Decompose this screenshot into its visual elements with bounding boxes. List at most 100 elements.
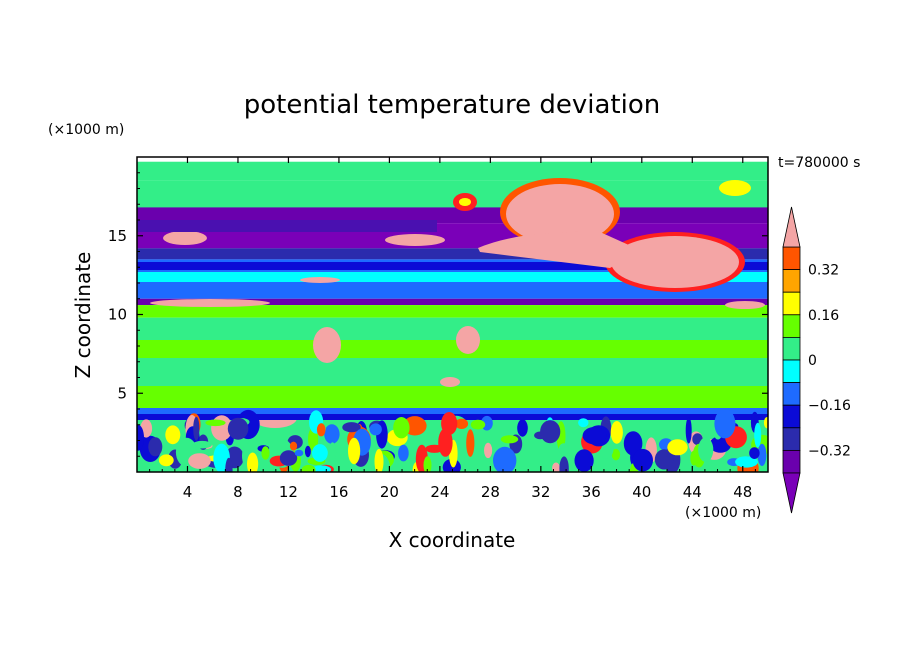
turbulence-cell xyxy=(289,441,298,451)
colorbar-tick-label: −0.16 xyxy=(808,398,851,414)
x-tick-label: 4 xyxy=(183,483,193,501)
turbulence-cell xyxy=(763,417,768,429)
contour-feature xyxy=(725,301,765,309)
contour-feature xyxy=(313,327,341,363)
colorbar-bin xyxy=(782,427,801,451)
turbulence-cell xyxy=(279,450,298,466)
turbulence-cell xyxy=(466,429,475,457)
contour-feature xyxy=(163,231,207,245)
turbulence-cell xyxy=(735,456,758,468)
contour-feature xyxy=(137,272,768,282)
x-tick-label: 28 xyxy=(481,483,500,501)
y-tick-label: 5 xyxy=(117,384,127,402)
turbulent-boundary-layer xyxy=(137,409,768,472)
turbulence-cell xyxy=(227,417,249,440)
turbulence-cell xyxy=(188,453,211,469)
x-tick-label: 24 xyxy=(430,483,449,501)
x-axis: 4 8 12 16 20 24 28 32 36 40 44 48 xyxy=(149,157,756,501)
colorbar-tick-label: 0.32 xyxy=(808,263,839,279)
turbulence-cell xyxy=(578,418,589,428)
x-tick-label: 32 xyxy=(531,483,550,501)
contour-feature xyxy=(300,277,340,283)
x-tick-label: 36 xyxy=(582,483,601,501)
contour-feature xyxy=(137,340,768,358)
contour-feature xyxy=(478,231,640,268)
contour-layer xyxy=(137,248,768,260)
turbulence-cell xyxy=(611,448,621,461)
turbulence-cell xyxy=(654,449,674,470)
y-axis-label: Z coordinate xyxy=(71,252,95,379)
turbulence-cell xyxy=(493,446,517,472)
contour-layer xyxy=(137,161,768,181)
turbulence-cell xyxy=(316,423,326,437)
turbulence-cell xyxy=(398,444,409,462)
turbulence-cell xyxy=(582,427,607,445)
chart-title: potential temperature deviation xyxy=(244,90,660,120)
turbulence-cell xyxy=(148,437,163,457)
turbulence-cell xyxy=(225,457,233,472)
contour-feature xyxy=(137,386,768,408)
turbulence-cell xyxy=(192,440,212,449)
x-tick-label: 48 xyxy=(733,483,752,501)
contour-feature xyxy=(385,234,445,246)
turbulence-cell xyxy=(342,422,361,433)
contour-feature xyxy=(456,326,480,354)
turbulence-cell xyxy=(559,456,569,472)
turbulence-cell xyxy=(205,419,226,427)
turbulence-cell xyxy=(698,437,714,462)
contour-layer xyxy=(137,298,768,306)
turbulence-cell xyxy=(423,456,432,472)
turbulence-cell xyxy=(374,448,384,472)
turbulence-cell xyxy=(667,439,688,456)
turbulence-cell xyxy=(348,437,361,465)
colorbar-bin xyxy=(782,269,801,293)
colorbar-bin xyxy=(782,382,801,406)
contour-features xyxy=(137,178,768,428)
contour-feature xyxy=(719,180,751,196)
turbulence-cell xyxy=(247,452,259,472)
colorbar-tick-label: 0.16 xyxy=(808,308,839,324)
turbulence-cell xyxy=(438,428,453,457)
turbulence-cell xyxy=(484,442,493,459)
contour-feature xyxy=(137,408,768,414)
turbulence-cell xyxy=(610,421,623,444)
time-label: t=780000 s xyxy=(778,155,860,171)
turbulence-cell xyxy=(137,424,144,451)
turbulence-cell xyxy=(324,424,340,444)
turbulence-cell xyxy=(714,409,736,439)
turbulence-cell xyxy=(552,462,560,472)
contour-layer xyxy=(137,283,768,299)
turbulence-cell xyxy=(757,443,767,466)
colorbar-tick-label: 0 xyxy=(808,353,817,369)
turbulence-cell xyxy=(623,431,643,456)
turbulence-cell xyxy=(749,447,760,459)
colorbar-bin xyxy=(782,336,801,361)
colorbar-bin xyxy=(782,314,801,338)
colorbar-bin xyxy=(782,449,801,474)
contour-feature xyxy=(611,236,739,288)
turbulence-cell xyxy=(455,418,469,429)
x-tick-label: 12 xyxy=(279,483,298,501)
turbulence-cell xyxy=(754,422,762,448)
turbulence-cell xyxy=(500,435,519,444)
colorbar-bin xyxy=(782,246,801,271)
contour-layer xyxy=(137,305,768,318)
turbulence-cell xyxy=(165,425,181,445)
plot-area xyxy=(137,161,768,472)
turbulence-cell xyxy=(193,416,200,441)
colorbar-bin xyxy=(782,291,801,316)
colorbar-tick-label: −0.32 xyxy=(808,443,851,459)
colorbar-extend-high xyxy=(782,206,801,248)
turbulence-cell xyxy=(517,419,528,437)
y-unit-label: (×1000 m) xyxy=(48,122,124,138)
turbulence-cell xyxy=(328,442,337,464)
turbulence-cell xyxy=(540,420,561,444)
turbulence-cell xyxy=(632,448,653,472)
turbulence-cell xyxy=(304,445,311,458)
turbulence-cell xyxy=(301,464,316,472)
turbulence-cell xyxy=(685,417,692,444)
colorbar: 0.32 0.16 0 −0.16 −0.32 xyxy=(782,206,851,514)
contour-feature xyxy=(137,262,768,270)
contour-feature xyxy=(506,184,614,244)
